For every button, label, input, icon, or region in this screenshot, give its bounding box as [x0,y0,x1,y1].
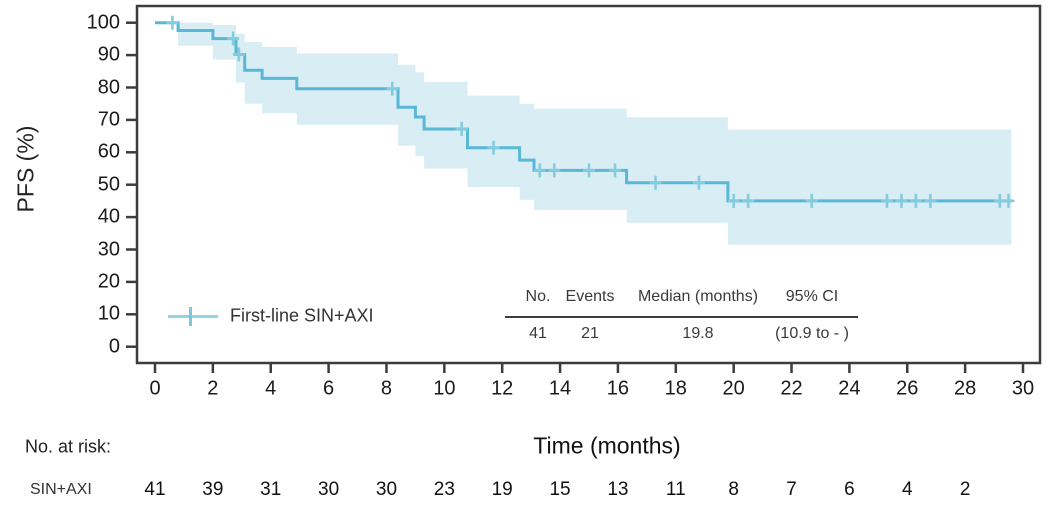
risk-table-title: No. at risk: [25,436,112,457]
y-tick-label: 90 [97,43,120,66]
risk-count: 15 [549,479,571,500]
x-tick-label: 20 [722,377,745,400]
y-tick-label: 60 [97,140,120,163]
risk-count: 4 [901,479,913,500]
y-tick-label: 80 [97,76,120,98]
summary-header-no: No. [525,288,551,305]
y-tick-label: 0 [108,335,120,358]
legend: First-line SIN+AXI [168,303,488,329]
legend-plus-icon [189,307,192,326]
summary-value-no: 41 [529,325,547,342]
x-tick-label: 14 [548,377,572,400]
x-tick-label: 4 [265,377,277,400]
risk-count: 13 [607,479,629,500]
x-tick-label: 12 [491,377,514,400]
x-tick-label: 2 [207,377,219,400]
x-tick-label: 30 [1011,377,1035,400]
summary-header-median: Median (months) [637,288,759,305]
summary-table-rule [505,316,858,318]
risk-count: 39 [202,479,224,500]
risk-count: 7 [786,479,797,500]
summary-header-ci: 95% CI [785,288,839,305]
x-tick-label: 8 [380,377,393,400]
risk-row-label: SIN+AXI [30,481,92,498]
x-tick-label: 6 [323,377,335,400]
y-axis-title: PFS (%) [12,125,39,213]
summary-value-median: 19.8 [682,325,714,342]
risk-count: 41 [144,479,166,500]
x-tick-label: 24 [838,377,861,400]
risk-count: 8 [728,479,739,500]
y-tick-label: 50 [97,173,120,196]
x-axis-title: Time (months) [533,432,681,459]
risk-count: 6 [844,479,855,500]
x-tick-label: 0 [149,377,161,400]
y-tick-label: 30 [97,238,120,260]
risk-count: 30 [375,479,398,500]
legend-line-censor-icon [168,303,218,329]
risk-count: 30 [318,479,340,500]
x-tick-label: 28 [953,377,977,400]
y-tick-label: 70 [97,108,120,131]
risk-count: 2 [959,479,971,500]
risk-count: 23 [433,479,455,500]
legend-label: First-line SIN+AXI [230,305,374,326]
y-tick-label: 10 [97,302,120,325]
risk-count: 31 [260,479,282,500]
legend-line [168,315,218,318]
x-tick-label: 26 [896,377,919,400]
y-tick-label: 20 [97,270,120,293]
ci-band [178,22,1012,245]
y-tick-label: 40 [97,205,120,228]
x-tick-label: 18 [664,377,687,400]
y-tick-label: 100 [86,11,120,34]
risk-count: 11 [665,479,686,500]
risk-count: 19 [491,479,513,500]
x-tick-label: 16 [606,377,630,400]
summary-header-events: Events [565,288,615,305]
x-tick-label: 22 [780,377,803,400]
km-plot-canvas [126,4,1042,373]
summary-value-ci: (10.9 to - ) [775,325,849,342]
x-tick-label: 10 [433,377,456,400]
summary-value-events: 21 [581,325,599,342]
